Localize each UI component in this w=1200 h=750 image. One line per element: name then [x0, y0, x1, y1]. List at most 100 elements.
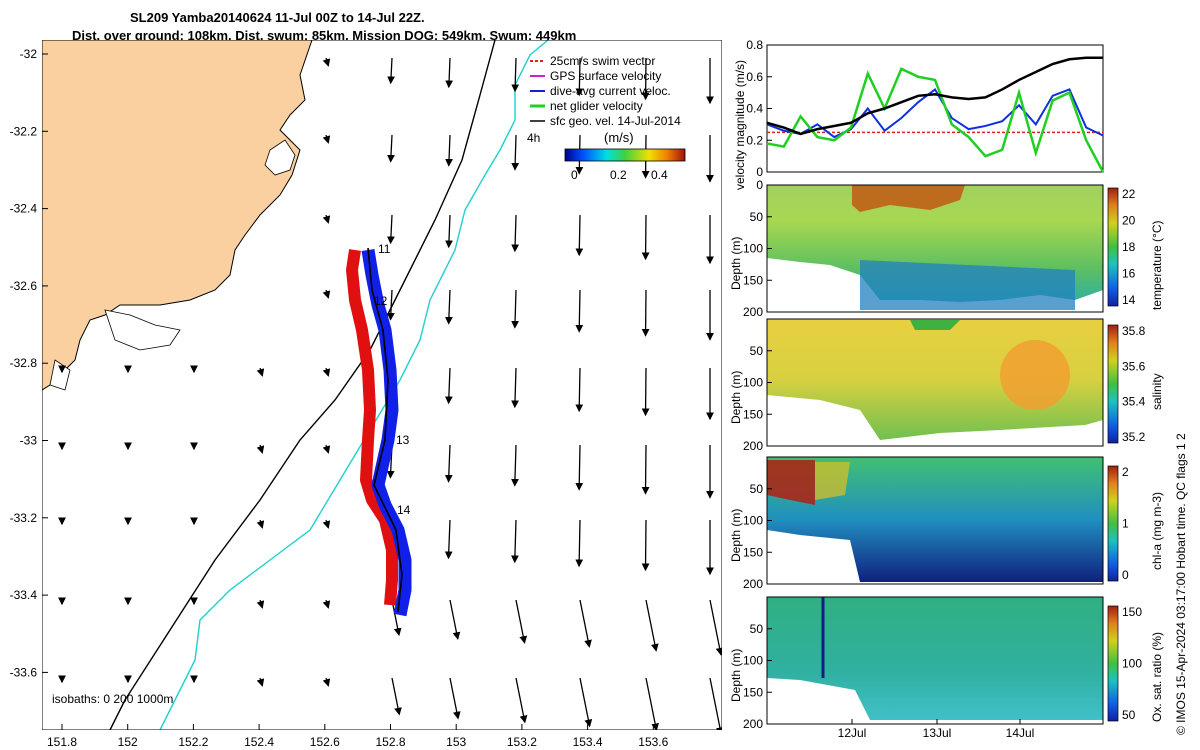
velocity-arrow: [322, 289, 331, 299]
section-y-tick-label: 200: [743, 717, 763, 731]
velocity-arrow: [322, 444, 331, 454]
velocity-arrow: [445, 57, 453, 89]
oxygen-section: [766, 596, 1104, 725]
chl-a-label: chl-a (mg m-3): [1150, 492, 1164, 570]
velocity-series: [766, 56, 1105, 173]
velocity-y-label: velocity magnitude (m/s): [733, 60, 747, 190]
time-tick-label: 12Jul: [838, 726, 867, 740]
section-axes: 0 50 100 150 200 Depth (m) 50 100 150 200 Depth (m…: [729, 178, 772, 731]
velocity-arrow: [322, 599, 331, 609]
velocity-line: [766, 56, 1103, 136]
velocity-arrow: [511, 57, 520, 93]
figure-title-line1: SL209 Yamba20140624 11-Jul 00Z to 14-Jul…: [130, 10, 425, 25]
velocity-arrow: [445, 214, 453, 249]
speed-colorbar: [564, 148, 686, 162]
velocity-arrow: [575, 367, 584, 413]
legend-entry-gps: GPS surface velocity: [530, 69, 661, 83]
colorbar-tick-label: 14: [1122, 293, 1136, 307]
section-y-label: Depth (m): [729, 371, 743, 424]
velocity-arrow: [445, 134, 453, 167]
map-legend: 25cm/s swim vector GPS surface velocity …: [530, 54, 681, 128]
velocity-arrow: [322, 367, 331, 377]
section-y-tick-label: 100: [743, 514, 763, 528]
map-y-tick-label: -33.6: [10, 665, 38, 679]
colorbar-tick-label: 16: [1122, 267, 1136, 281]
map-y-tick-label: -32.4: [10, 202, 38, 216]
legend-entry-sfc-geo: sfc geo. vel. 14-Jul-2014: [530, 114, 681, 128]
velocity-arrow: [641, 519, 650, 572]
velocity-arrow: [322, 57, 331, 67]
velocity-arrow: [709, 599, 722, 656]
velocity-arrow: [322, 134, 331, 144]
velocity-arrow: [575, 444, 584, 491]
section-y-tick-label: 50: [750, 622, 764, 636]
velocity-arrow: [322, 677, 331, 687]
colorbar-tick-label: 35.6: [1122, 359, 1146, 373]
salinity-section: [766, 318, 1104, 447]
section-y-tick-label: 200: [743, 305, 763, 319]
section-y-tick-label: 150: [743, 685, 763, 699]
velocity-arrow: [256, 677, 265, 687]
velocity-arrow: [511, 367, 519, 409]
colorbar-tick-label: 35.4: [1122, 395, 1146, 409]
section-y-tick-label: 200: [743, 439, 763, 453]
velocity-panel: 0 0.2 0.4 0.6 0.8 velocity magnitude (m/s): [733, 38, 1105, 190]
velocity-y-tick-label: 0.2: [746, 133, 763, 147]
velocity-arrow: [386, 289, 395, 321]
map-x-tick-label: 153.6: [638, 735, 668, 749]
velocity-arrow: [449, 677, 461, 720]
map-y-tick-label: -32.8: [10, 356, 38, 370]
velocity-arrow: [645, 599, 659, 652]
map-y-tick-label: -33.4: [10, 588, 38, 602]
svg-text:net glider velocity: net glider velocity: [550, 99, 643, 113]
isobaths: [109, 40, 549, 730]
svg-text:25cm/s swim vector: 25cm/s swim vector: [550, 54, 655, 68]
map-x-tick-label: 153.2: [507, 735, 537, 749]
glider-track: [346, 247, 412, 617]
time-tick-label: 14Jul: [1006, 726, 1035, 740]
map-panel: 11 12 13 14 151.8 152 152.2 152.4 152.6 152.8…: [10, 40, 722, 749]
velocity-arrow: [575, 519, 584, 568]
velocity-arrow: [256, 519, 265, 529]
velocity-arrow: [575, 289, 584, 333]
velocity-arrow: [322, 214, 331, 224]
section-y-tick-label: 0: [756, 178, 763, 192]
velocity-arrow: [579, 599, 592, 648]
colorbar-title: (m/s): [604, 130, 634, 145]
velocity-arrow: [511, 289, 519, 329]
velocity-arrow: [449, 599, 461, 641]
chl-a-section: [766, 456, 1104, 585]
legend-entry-net: net glider velocity: [530, 99, 643, 113]
velocity-arrow: [511, 444, 519, 487]
section-y-label: Depth (m): [729, 237, 743, 290]
velocity-arrow: [445, 289, 453, 325]
velocity-line: [766, 67, 1105, 173]
velocity-y-tick-label: 0.6: [746, 70, 763, 84]
velocity-arrow: [645, 677, 659, 730]
velocity-y-ticks: 0 0.2 0.4 0.6 0.8: [746, 38, 772, 179]
oxygen-label: Ox. sat. ratio (%): [1150, 632, 1164, 722]
colorbar-tick-label: 100: [1122, 657, 1142, 671]
section-y-tick-label: 100: [743, 376, 763, 390]
section-y-label: Depth (m): [729, 509, 743, 562]
temperature-colorbar: [1107, 187, 1119, 307]
colorbar-tick-0: 0: [571, 168, 578, 182]
velocity-arrow: [256, 444, 265, 454]
map-y-tick-label: -32.6: [10, 279, 38, 293]
day-label-12: 12: [374, 294, 388, 308]
velocity-arrow: [515, 599, 528, 644]
day-label-11: 11: [378, 242, 391, 256]
velocity-arrow: [444, 367, 453, 405]
map-y-tick-label: -32.2: [10, 124, 38, 138]
velocity-arrow: [579, 677, 593, 728]
section-y-tick-label: 50: [750, 210, 764, 224]
time-tick-label: 13Jul: [923, 726, 952, 740]
velocity-arrow: [511, 519, 519, 564]
figure-title-line2: Dist. over ground: 108km. Dist. swum: 85…: [72, 28, 576, 43]
section-panels: [766, 184, 1104, 725]
colorbar-tick-0.4: 0.4: [651, 168, 668, 182]
velocity-arrow: [391, 599, 402, 637]
svg-text:GPS surface velocity: GPS surface velocity: [550, 69, 661, 83]
section-y-tick-label: 200: [743, 577, 763, 591]
